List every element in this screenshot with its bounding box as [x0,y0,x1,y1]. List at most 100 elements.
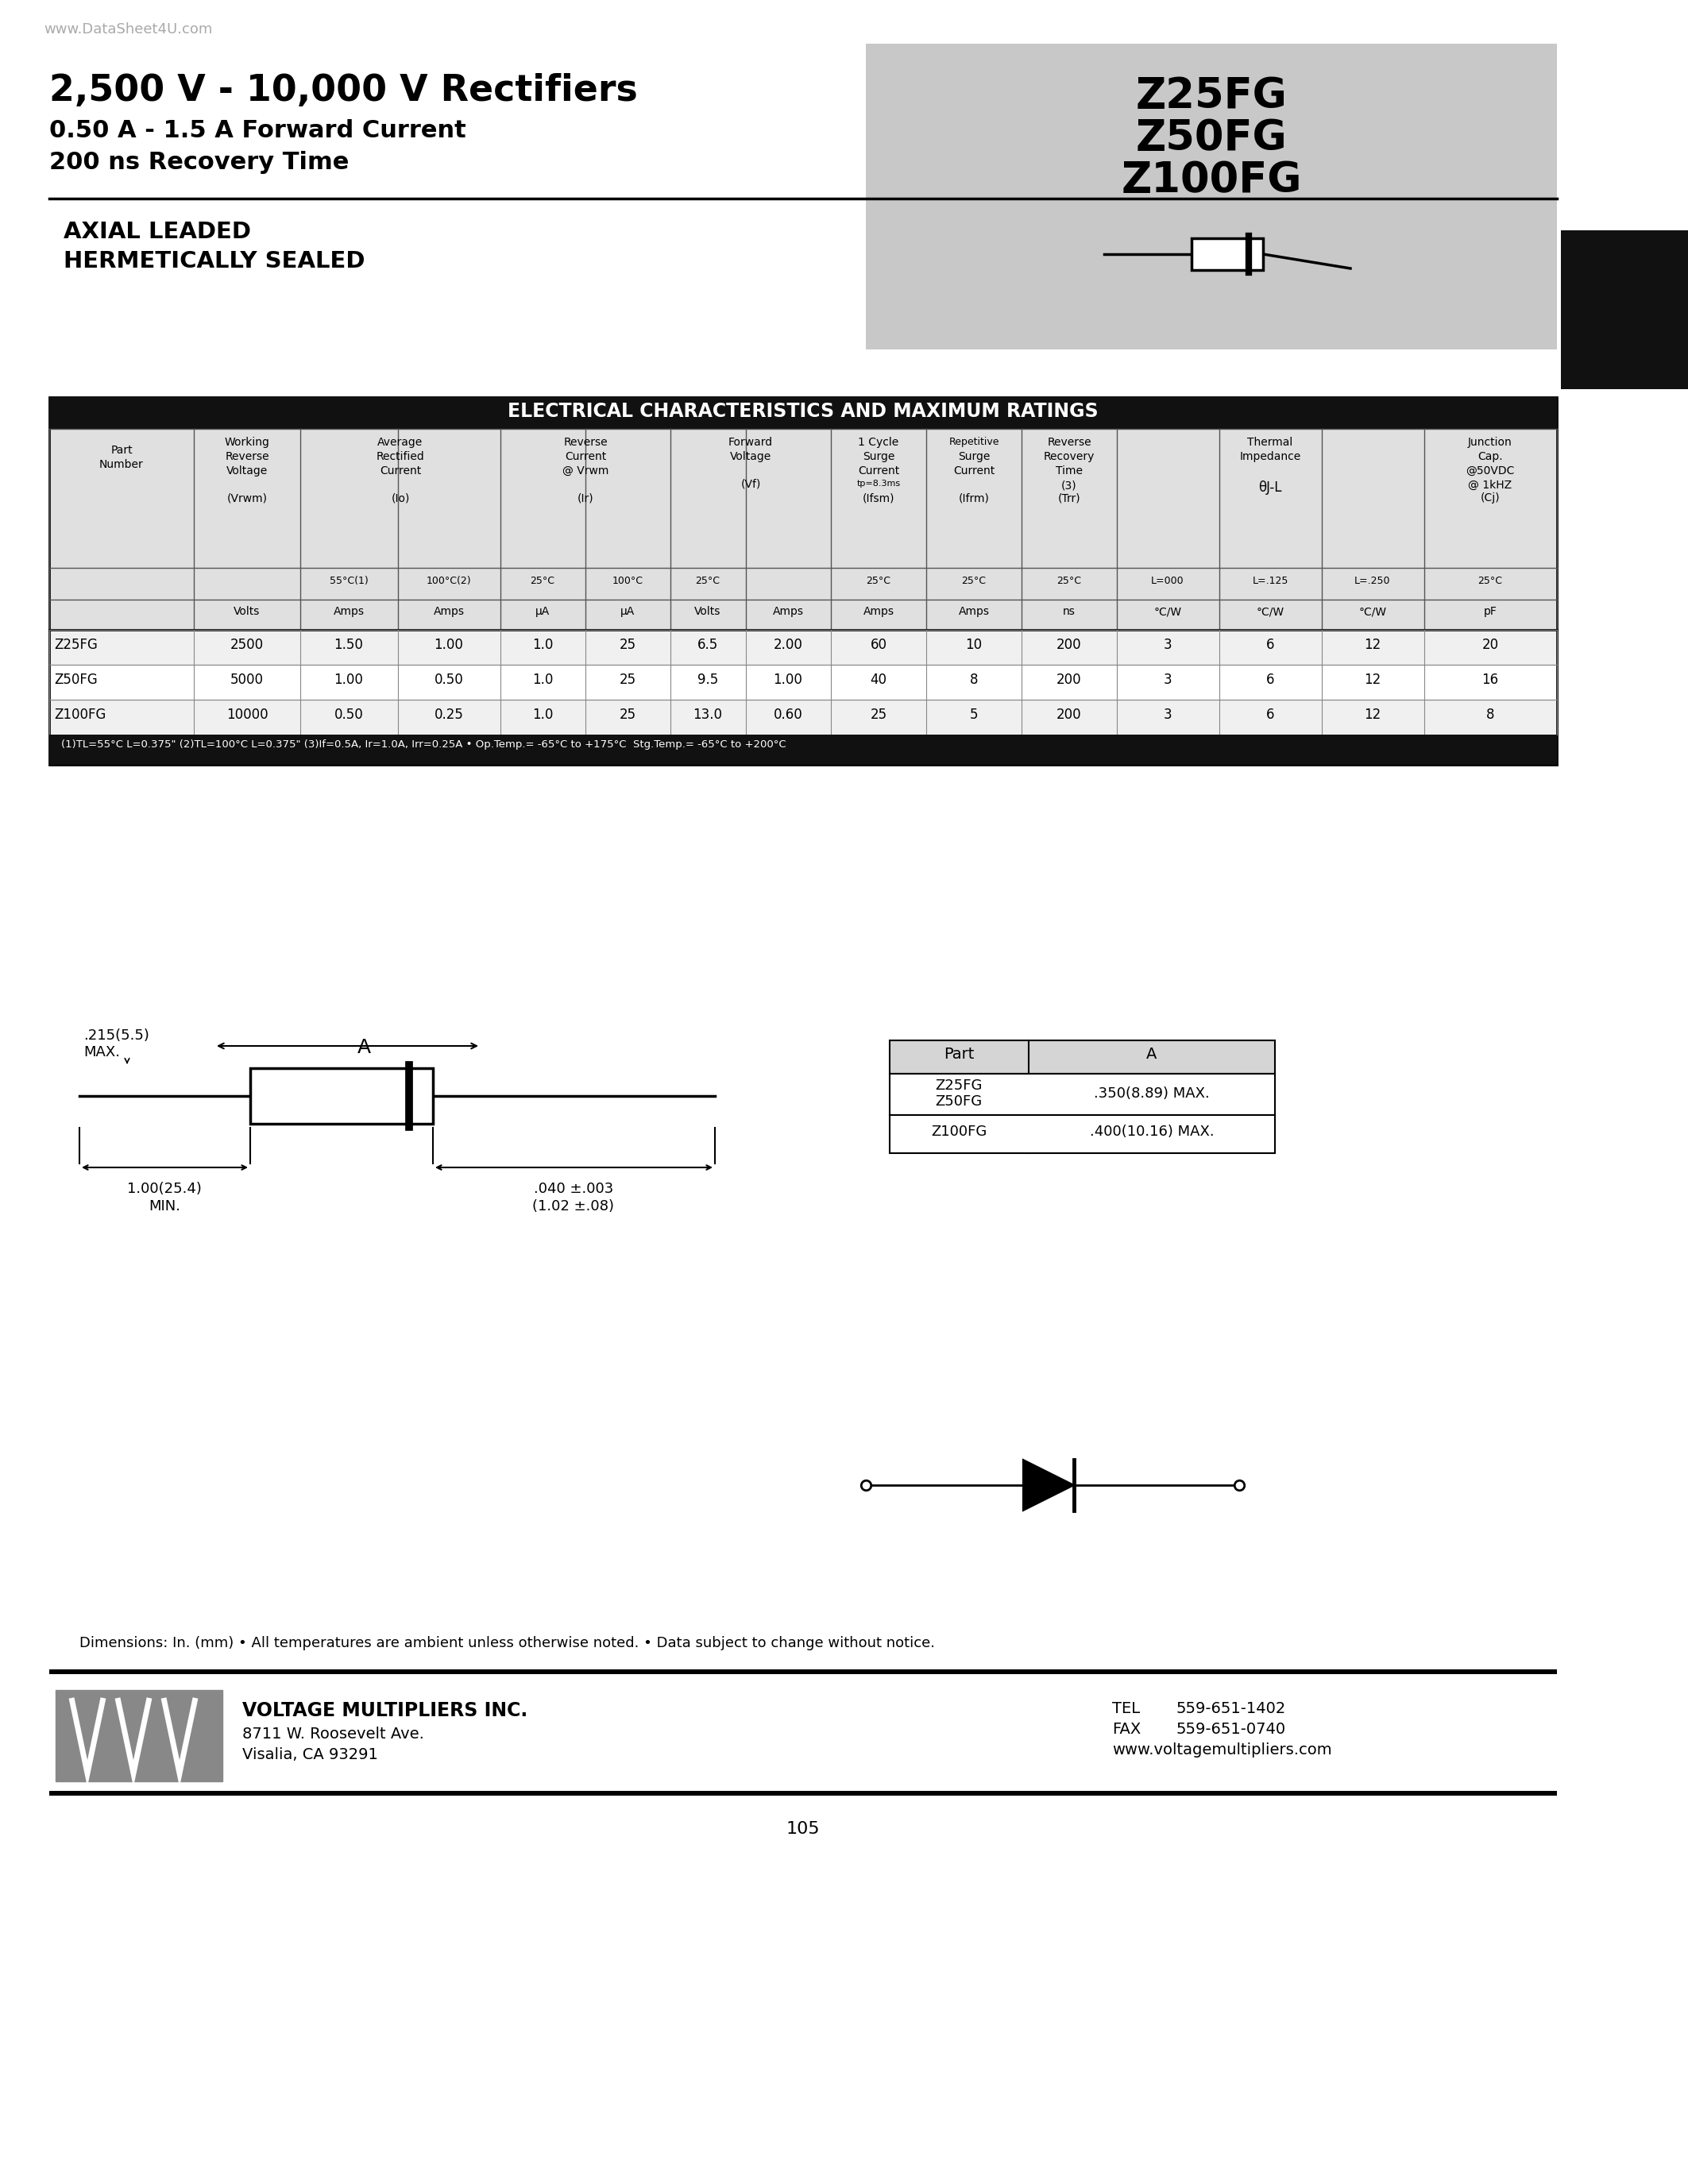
Bar [49,699,1556,734]
Text: (Ir): (Ir) [577,491,594,505]
Text: 559-651-1402: 559-651-1402 [1175,1701,1286,1717]
Text: 2,500 V - 10,000 V Rectifiers: 2,500 V - 10,000 V Rectifiers [49,72,638,109]
Text: 10000: 10000 [226,708,268,723]
Text: Z100FG: Z100FG [1121,159,1301,201]
Text: 0.50: 0.50 [434,673,464,688]
Text: Junction: Junction [1469,437,1512,448]
Text: 16: 16 [1482,673,1499,688]
Text: Z50FG: Z50FG [54,673,98,688]
Text: Rectified: Rectified [376,452,424,463]
Text: L=000: L=000 [1151,577,1185,585]
Text: Reverse: Reverse [225,452,268,463]
Text: Impedance: Impedance [1239,452,1301,463]
Text: 100°C: 100°C [613,577,643,585]
Text: 1.50: 1.50 [334,638,363,653]
Text: 12: 12 [1364,673,1381,688]
Text: AXIAL LEADED: AXIAL LEADED [64,221,252,242]
Text: 6.5: 6.5 [697,638,717,653]
Text: FAX: FAX [1112,1721,1141,1736]
Text: MIN.: MIN. [149,1199,181,1214]
Text: 2.00: 2.00 [773,638,803,653]
Text: 13.0: 13.0 [694,708,722,723]
Text: Current: Current [858,465,900,476]
Text: (Trr): (Trr) [1058,491,1080,505]
Text: (Vrwm): (Vrwm) [226,491,267,505]
Text: θJ-L: θJ-L [1259,480,1281,496]
Text: Amps: Amps [773,605,803,618]
Text: 0.60: 0.60 [773,708,802,723]
Text: 3: 3 [1163,638,1171,653]
Text: 0.50: 0.50 [334,708,363,723]
Text: 25: 25 [619,708,636,723]
Text: .400(10.16) MAX.: .400(10.16) MAX. [1090,1125,1214,1138]
Text: Current: Current [954,465,994,476]
Bar [49,734,1556,764]
Text: 1.00(25.4): 1.00(25.4) [127,1182,203,1197]
Text: Reverse: Reverse [1047,437,1090,448]
Text: A: A [1146,1046,1158,1061]
Bar [49,629,1556,664]
Text: 25: 25 [619,638,636,653]
Text: (Ifsm): (Ifsm) [863,491,895,505]
Text: (Io): (Io) [392,491,410,505]
Text: 40: 40 [871,673,886,688]
Text: Working: Working [225,437,270,448]
Bar [49,428,1556,629]
Text: 1.00: 1.00 [334,673,363,688]
Text: Amps: Amps [333,605,365,618]
Text: 12: 12 [1364,708,1381,723]
Text: °C/W: °C/W [1256,605,1285,618]
Text: Amps: Amps [434,605,464,618]
Text: 1.00: 1.00 [434,638,464,653]
Text: 25°C: 25°C [1057,577,1082,585]
Text: .350(8.89) MAX.: .350(8.89) MAX. [1094,1085,1210,1101]
Text: 25°C: 25°C [1479,577,1502,585]
Text: °C/W: °C/W [1359,605,1386,618]
Text: www.voltagemultipliers.com: www.voltagemultipliers.com [1112,1743,1332,1758]
Text: A: A [358,1037,371,1057]
Text: Part: Part [944,1046,974,1061]
Text: 1.00: 1.00 [773,673,803,688]
Text: Surge: Surge [957,452,989,463]
Text: Recovery: Recovery [1043,452,1096,463]
Text: .215(5.5): .215(5.5) [83,1029,149,1042]
Text: 2500: 2500 [230,638,263,653]
Text: 6: 6 [1266,708,1274,723]
Text: 200 ns Recovery Time: 200 ns Recovery Time [49,151,349,175]
Bar [250,1068,432,1125]
Text: 8711 W. Roosevelt Ave.: 8711 W. Roosevelt Ave. [243,1728,424,1741]
Text: TEL: TEL [1112,1701,1139,1717]
Text: 8: 8 [1485,708,1494,723]
Text: (1.02 ±.08): (1.02 ±.08) [533,1199,614,1214]
Text: @50VDC: @50VDC [1465,465,1514,476]
Text: 12: 12 [1364,638,1381,653]
Text: 559-651-0740: 559-651-0740 [1175,1721,1285,1736]
Text: (Cj): (Cj) [1480,491,1501,505]
Bar [49,664,1556,699]
Text: MAX.: MAX. [83,1046,120,1059]
Text: 0.50 A - 1.5 A Forward Current: 0.50 A - 1.5 A Forward Current [49,120,466,142]
Text: Voltage: Voltage [729,452,771,463]
Text: 200: 200 [1057,673,1082,688]
Text: 6: 6 [1266,638,1274,653]
Text: 100°C(2): 100°C(2) [427,577,471,585]
Text: 25: 25 [619,673,636,688]
Text: @ Vrwm: @ Vrwm [562,465,609,476]
Text: Volts: Volts [233,605,260,618]
Bar [49,1684,1556,1793]
Text: Z25FG: Z25FG [935,1079,982,1092]
Bar [49,397,1556,428]
Text: 60: 60 [871,638,886,653]
Text: 3: 3 [1163,708,1171,723]
Text: (Ifrm): (Ifrm) [959,491,989,505]
Bar [49,1791,1556,1795]
Text: 25°C: 25°C [866,577,891,585]
Text: Z100FG: Z100FG [54,708,106,723]
Text: Forward: Forward [729,437,773,448]
Text: 4: 4 [1595,247,1654,330]
Text: 200: 200 [1057,638,1082,653]
Text: Time: Time [1055,465,1082,476]
Text: Dimensions: In. (mm) • All temperatures are ambient unless otherwise noted. • Da: Dimensions: In. (mm) • All temperatures … [79,1636,935,1651]
Text: 25°C: 25°C [530,577,555,585]
Bar [890,1075,1274,1116]
